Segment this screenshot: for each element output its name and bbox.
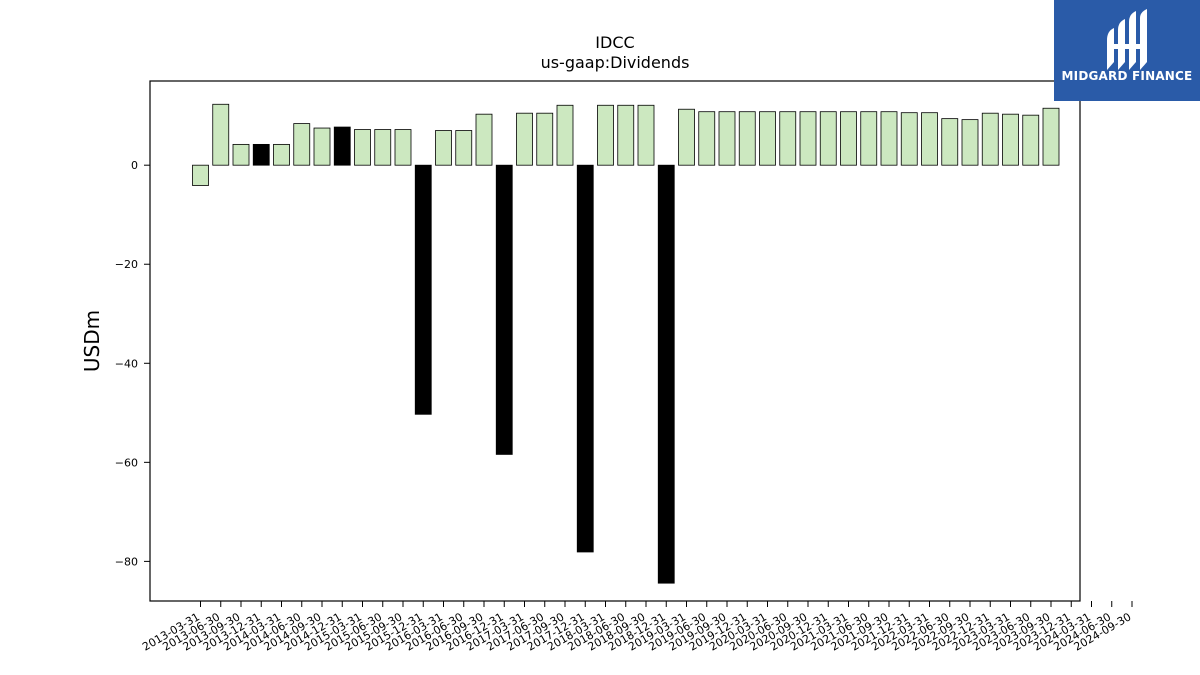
midgard-logo-icon [1107, 9, 1147, 70]
bar [819, 111, 837, 166]
bar [921, 112, 938, 166]
bar [313, 127, 331, 166]
bar [779, 111, 797, 166]
bar [718, 111, 736, 166]
bar [759, 111, 776, 166]
bar [576, 164, 594, 553]
bar [354, 129, 371, 166]
bar [374, 129, 392, 166]
y-tick-label: −20 [115, 258, 138, 271]
bar [394, 129, 412, 166]
bar [840, 111, 857, 166]
bar [556, 104, 574, 166]
bar [1042, 107, 1060, 166]
plot-area: 0−20−40−60−802013-03-312013-06-302013-09… [115, 80, 1134, 654]
bar [212, 103, 230, 166]
bar [252, 143, 270, 166]
bar [273, 143, 290, 166]
bar [860, 111, 878, 166]
bar [961, 119, 979, 166]
bar [1002, 113, 1019, 166]
bar [232, 143, 250, 166]
logo-text: MIDGARD FINANCE [1061, 69, 1193, 83]
bar [637, 104, 655, 166]
y-tick-label: 0 [131, 159, 138, 172]
bar [333, 126, 351, 166]
chart-subtitle: us-gaap:Dividends [541, 53, 690, 72]
bar [900, 112, 918, 166]
y-tick-label: −80 [115, 555, 138, 568]
midgard-finance-logo: MIDGARD FINANCE [1054, 0, 1200, 101]
bar [536, 112, 554, 166]
bar [475, 113, 493, 166]
bar [617, 104, 635, 166]
bar [495, 164, 513, 455]
bar [678, 108, 695, 166]
y-axis-label: USDm [80, 310, 104, 372]
bar [1022, 114, 1040, 166]
bar [414, 164, 432, 415]
bar [657, 164, 675, 584]
bar [597, 104, 614, 166]
bar [435, 130, 452, 166]
y-tick-label: −40 [115, 357, 138, 370]
bar [799, 111, 817, 166]
bar [698, 111, 716, 166]
bar [738, 111, 756, 166]
y-tick-label: −60 [115, 456, 138, 469]
bar [941, 118, 959, 166]
plot-frame [149, 80, 1081, 602]
bar [981, 112, 999, 166]
bar [293, 123, 311, 166]
chart-title: IDCC [595, 33, 634, 52]
bar [192, 164, 209, 186]
bar [880, 111, 898, 166]
bar [455, 130, 473, 166]
bar [516, 112, 533, 166]
